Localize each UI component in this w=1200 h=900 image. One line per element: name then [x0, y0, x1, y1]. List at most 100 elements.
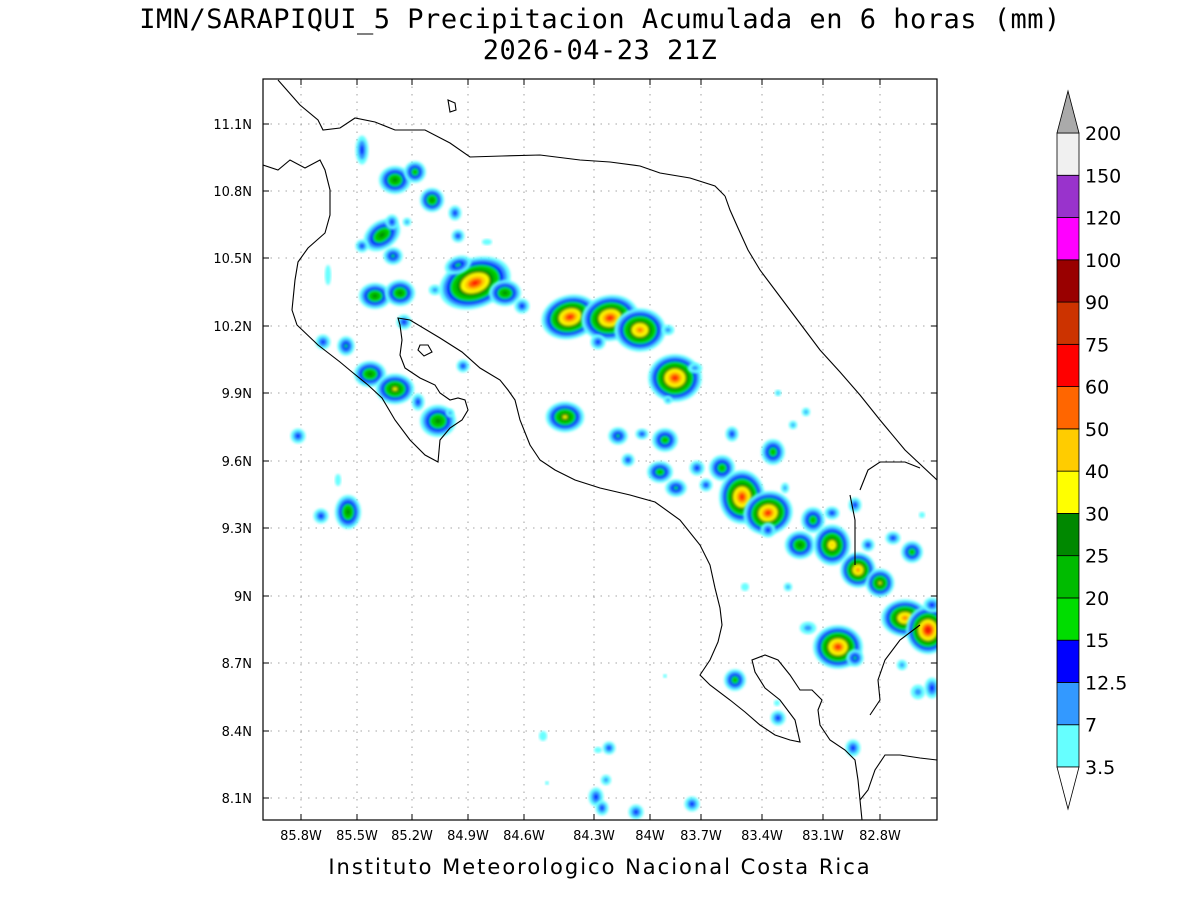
precip-cell: [445, 408, 455, 418]
colorbar-label: 40: [1085, 461, 1109, 483]
precip-cell: [783, 582, 793, 592]
precip-contour: [803, 625, 813, 631]
precip-cell: [337, 336, 355, 356]
colorbar-swatch: [1056, 343, 1080, 388]
precip-contour: [448, 411, 452, 415]
precip-contour: [379, 232, 385, 238]
precip-contour: [346, 509, 350, 515]
colorbar-label: 200: [1085, 123, 1121, 145]
precipitation-areas: [290, 135, 937, 820]
precip-contour: [318, 513, 324, 519]
precip-contour: [539, 731, 547, 741]
precip-contour: [657, 470, 663, 474]
precip-cell: [801, 407, 811, 417]
map-title: IMN/SARAPIQUI_5 Precipitacion Acumulada …: [139, 4, 1061, 35]
precip-cell: [774, 700, 780, 706]
precip-cell: [910, 684, 926, 700]
precip-contour: [878, 581, 882, 585]
precip-contour: [899, 662, 905, 668]
precip-contour: [694, 465, 700, 471]
precip-contour: [672, 376, 678, 380]
precip-cell: [846, 649, 864, 667]
precip-contour: [902, 616, 908, 620]
colorbar-label: 15: [1085, 630, 1109, 652]
precip-cell: [663, 674, 667, 678]
precip-cell: [514, 298, 530, 314]
precip-contour: [401, 319, 407, 325]
precip-contour: [740, 494, 744, 500]
precip-cell: [590, 334, 606, 350]
precip-contour: [666, 398, 670, 402]
colorbar-label: 3.5: [1085, 757, 1115, 779]
grid-lines: [263, 79, 937, 820]
lat-tick-label: 8.7N: [222, 657, 252, 672]
precip-cell: [919, 512, 925, 518]
precip-contour: [603, 777, 609, 783]
precip-cell: [402, 217, 412, 227]
precip-contour: [890, 536, 896, 540]
precip-contour: [914, 688, 922, 696]
colorbar-label: 75: [1085, 334, 1109, 356]
precip-cell: [444, 255, 472, 275]
precip-contour: [391, 254, 395, 258]
precip-contour: [853, 502, 857, 508]
precip-contour: [633, 809, 639, 815]
precip-cell: [325, 265, 331, 285]
precip-cell: [448, 205, 462, 221]
colorbar-label: 7: [1085, 715, 1097, 737]
precip-cell: [315, 334, 331, 350]
precip-cell: [420, 188, 444, 212]
precip-cell: [923, 597, 937, 613]
precip-cell: [635, 428, 649, 440]
precip-contour: [562, 415, 568, 419]
precip-cell: [355, 135, 369, 165]
precip-contour: [295, 433, 301, 439]
lat-tick-label: 9N: [234, 590, 252, 605]
lon-tick-label: 84.6W: [503, 829, 545, 844]
lon-tick-label: 85.8W: [280, 829, 322, 844]
precip-contour: [456, 234, 460, 238]
precip-cell: [770, 710, 786, 726]
precip-contour: [856, 568, 860, 572]
precip-cell: [687, 362, 703, 374]
precip-contour: [689, 801, 695, 807]
map-datetime: 2026-04-23 21Z: [482, 35, 718, 66]
precip-cell: [699, 478, 713, 492]
precip-contour: [673, 486, 679, 490]
precip-cell: [924, 677, 937, 699]
precip-cell: [383, 247, 403, 265]
precip-contour: [791, 423, 795, 427]
colorbar-legend: 3.5 7 12.5 15 20 25 30 40 50 60 75 90 100 120 150 200: [1056, 89, 1127, 811]
colorbar-swatch: [1056, 682, 1080, 726]
precip-contour: [616, 434, 620, 438]
precip-cell: [600, 774, 612, 786]
footer-credit: Instituto Meteorologico Nacional Costa R…: [328, 855, 872, 879]
precip-cell: [614, 308, 666, 352]
lat-tick-label: 8.1N: [222, 792, 252, 807]
precip-cell: [774, 389, 782, 397]
precip-cell: [684, 796, 700, 812]
colorbar-swatch: [1056, 301, 1080, 345]
lon-tick-label: 84.9W: [447, 829, 489, 844]
precip-contour: [432, 287, 438, 293]
colorbar-swatch: [1056, 597, 1080, 641]
precip-contour: [626, 458, 630, 462]
precip-contour: [600, 805, 604, 811]
colorbar-label: 30: [1085, 503, 1109, 525]
lat-tick-label: 9.9N: [222, 387, 252, 402]
precip-contour: [798, 543, 802, 547]
precip-cell: [896, 659, 908, 671]
precip-cell: [545, 781, 549, 785]
precip-cell: [545, 401, 585, 433]
precip-cell: [901, 541, 923, 563]
precip-contour: [344, 344, 348, 348]
precip-cell: [761, 439, 785, 465]
colorbar-swatch: [1056, 217, 1080, 261]
precip-cell: [359, 283, 391, 309]
lon-tick-label: 82.8W: [859, 829, 901, 844]
precip-contour: [435, 418, 441, 424]
precip-cell: [595, 800, 609, 816]
precip-cell: [375, 373, 415, 405]
precip-cell: [411, 393, 425, 411]
